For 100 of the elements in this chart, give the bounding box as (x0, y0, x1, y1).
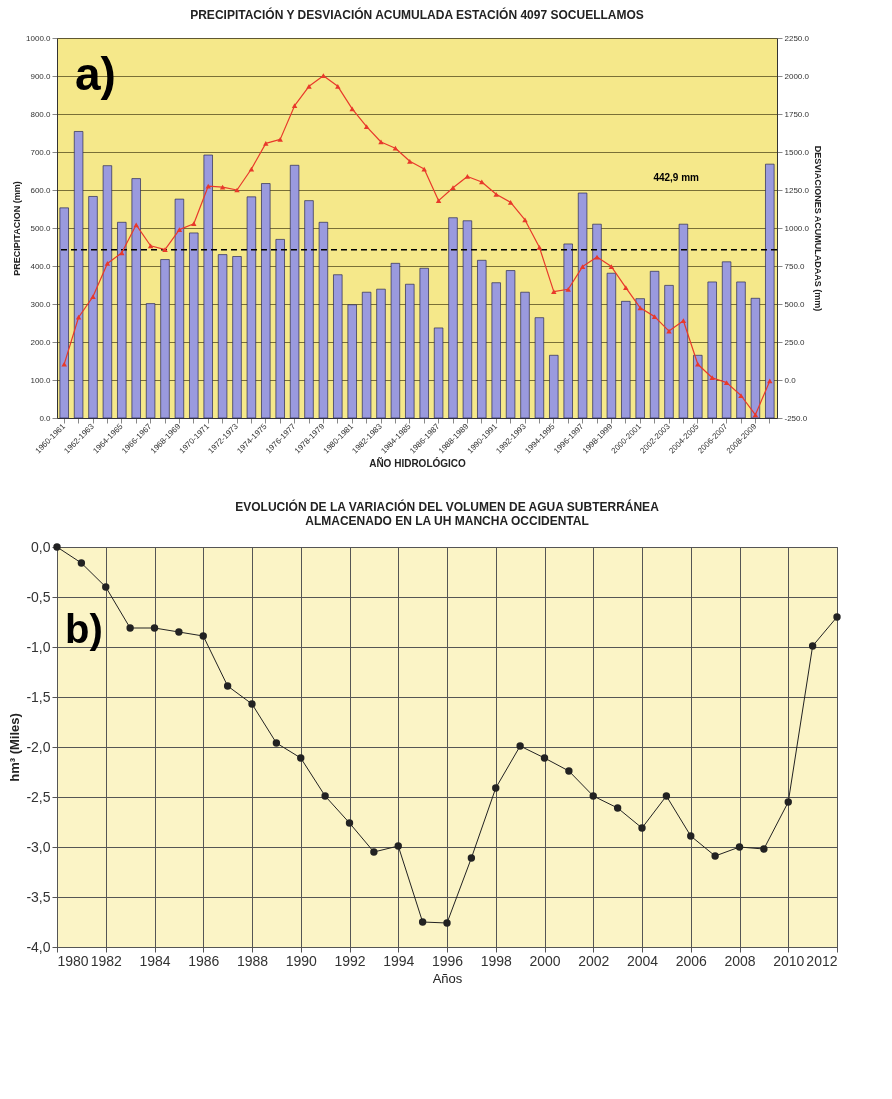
annotation: b) (65, 607, 103, 651)
x-tick-label: 2004 (626, 952, 659, 969)
bar (606, 272, 617, 419)
point (507, 199, 514, 205)
y-axis-title: PRECIPITACION (mm) (12, 181, 23, 276)
y2-tick-label: 0.0 (784, 375, 797, 385)
point (297, 754, 305, 762)
bar (491, 282, 501, 419)
point (349, 106, 355, 112)
y2-tick-label: 750.0 (784, 261, 806, 271)
y-tick-label: 600.0 (30, 185, 52, 195)
y-tick-label: 100.0 (30, 375, 52, 385)
bar (563, 243, 573, 419)
x-axis-title: Años (432, 970, 463, 986)
bar (275, 239, 285, 419)
point (320, 73, 327, 79)
x-tick-label: 2006 (675, 952, 708, 969)
point (370, 848, 378, 856)
y2-tick-label: 1750.0 (784, 109, 810, 119)
y-axis-title: hm³ (Miles) (7, 713, 23, 782)
y-tick-label: -4,0 (26, 938, 51, 955)
bar (246, 196, 257, 419)
y-tick-label: -3,5 (26, 888, 51, 905)
point (199, 632, 207, 640)
point (738, 393, 744, 398)
x-axis-title: AÑO HIDROLÓGICO (369, 457, 467, 470)
point (443, 919, 451, 927)
point (680, 318, 687, 324)
x-tick-label: 1980 (57, 952, 89, 969)
bar (318, 221, 329, 419)
point (464, 174, 471, 179)
point (407, 158, 413, 164)
bar (333, 274, 343, 419)
y-tick-label: 0.0 (39, 413, 52, 423)
bar (693, 354, 703, 419)
bar (462, 220, 473, 419)
point (662, 792, 671, 800)
point (493, 191, 499, 197)
x-tick-label: 2000 (529, 952, 561, 969)
point (378, 139, 384, 145)
point (450, 185, 456, 191)
bar (145, 303, 156, 419)
point (516, 742, 524, 750)
point (623, 285, 629, 290)
bar (73, 131, 84, 419)
point (695, 361, 701, 367)
point (735, 843, 744, 851)
x-tick-label: 2008 (724, 952, 756, 969)
point (687, 832, 695, 840)
bar (592, 223, 602, 419)
y-tick-label: -1,0 (26, 638, 51, 655)
bar (505, 270, 516, 419)
y2-tick-label: 250.0 (784, 337, 806, 347)
point (175, 628, 183, 636)
y-tick-label: 500.0 (30, 223, 52, 233)
bar (736, 281, 746, 419)
x-tick-label: 1992 (334, 952, 366, 969)
x-tick-label: 1984 (139, 952, 171, 969)
bar (621, 300, 631, 419)
annotation: a) (75, 48, 116, 100)
x-tick-label: 1996 (431, 952, 464, 969)
point (589, 792, 597, 800)
y2-tick-label: -250.0 (784, 413, 808, 423)
point (551, 289, 557, 295)
bar (765, 163, 775, 419)
point (435, 198, 442, 204)
point (345, 819, 354, 827)
x-tick-label: 1988 (236, 952, 269, 969)
bar (577, 192, 588, 419)
y-tick-label: 700.0 (30, 147, 52, 157)
bar (678, 223, 689, 419)
point (752, 412, 759, 418)
bar (189, 232, 199, 419)
point (565, 767, 573, 775)
point (90, 294, 96, 299)
point (147, 243, 154, 249)
x-tick-label: 2002 (578, 952, 610, 969)
x-tick-label: 2012 (806, 952, 838, 969)
chart-title: EVOLUCIÓN DE LA VARIACIÓN DEL VOLUMEN DE AGUA SUBTERRÁNEA ALMACENADO EN LA UH MANCHA OCCIDENTAL (235, 499, 660, 528)
y2-tick-label: 1500.0 (784, 147, 810, 157)
y-tick-label: 1000.0 (26, 33, 52, 43)
bar (261, 183, 271, 419)
point (306, 83, 312, 89)
bar (721, 261, 732, 419)
bar (448, 217, 458, 419)
point (119, 250, 125, 256)
x-tick-label: 1982 (90, 952, 123, 969)
bar (347, 304, 357, 419)
bar (405, 283, 415, 419)
bar (419, 267, 429, 419)
point (150, 624, 159, 632)
point (492, 784, 500, 792)
x-tick-label: 1994 (383, 952, 415, 969)
point (133, 222, 139, 228)
point (176, 227, 183, 233)
point (613, 804, 622, 812)
point (467, 854, 476, 862)
point (104, 261, 111, 266)
point (784, 798, 792, 806)
point (102, 583, 110, 591)
